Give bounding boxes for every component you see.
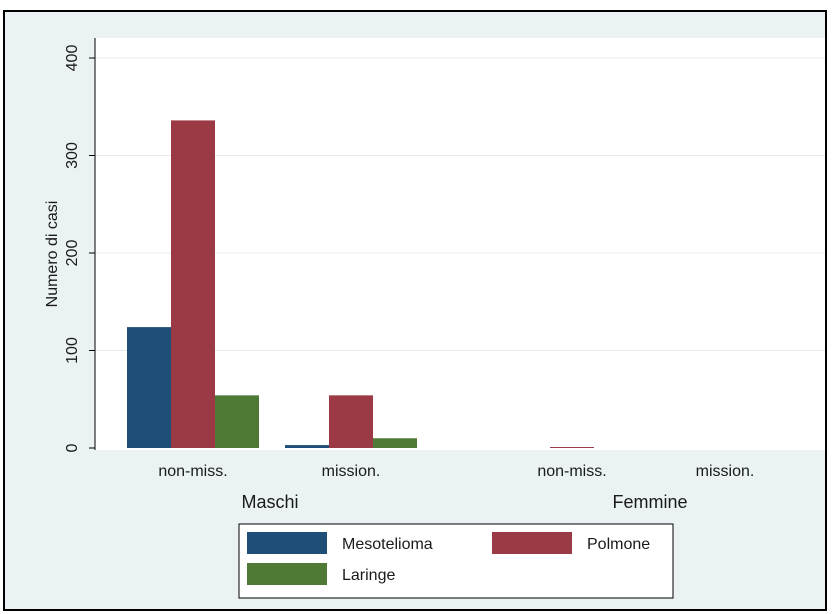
bar-laringe-2	[373, 438, 417, 448]
bar-polmone-3	[550, 447, 594, 448]
legend: Mesotelioma Polmone Laringe	[247, 532, 650, 585]
category-label: mission.	[696, 463, 755, 480]
category-label: non-miss.	[158, 463, 227, 480]
y-axis-ticks: 0 100 200 300 400	[64, 45, 95, 452]
y-axis-title: Numero di casi	[44, 201, 61, 308]
bar-mesotelioma-2	[285, 445, 329, 448]
category-label: non-miss.	[537, 463, 606, 480]
chart-frame: 0 100 200 300 400 Numero di casi non-miss. mi…	[3, 10, 827, 611]
y-tick-label: 0	[64, 443, 81, 452]
legend-swatch-mesotelioma	[247, 532, 327, 554]
legend-swatch-laringe	[247, 563, 327, 585]
category-labels: non-miss. mission. non-miss. mission.	[158, 463, 754, 480]
legend-label-polmone: Polmone	[587, 536, 650, 553]
legend-label-laringe: Laringe	[342, 567, 395, 584]
category-label: mission.	[322, 463, 381, 480]
legend-label-mesotelioma: Mesotelioma	[342, 536, 433, 553]
group-label-maschi: Maschi	[241, 492, 298, 512]
plot-area	[95, 38, 825, 450]
gridlines	[95, 57, 825, 351]
y-tick-label: 100	[64, 337, 81, 364]
bar-polmone-2	[329, 395, 373, 448]
bars	[127, 120, 594, 449]
bar-mesotelioma-1	[127, 327, 171, 448]
bar-laringe-1	[215, 395, 259, 448]
group-label-femmine: Femmine	[612, 492, 687, 512]
y-tick-label: 400	[64, 45, 81, 72]
y-tick-label: 300	[64, 142, 81, 169]
legend-swatch-polmone	[492, 532, 572, 554]
bar-polmone-1	[171, 120, 215, 449]
bar-chart: 0 100 200 300 400 Numero di casi non-miss. mi…	[44, 38, 825, 599]
y-tick-label: 200	[64, 240, 81, 267]
group-labels: Maschi Femmine	[241, 492, 687, 512]
